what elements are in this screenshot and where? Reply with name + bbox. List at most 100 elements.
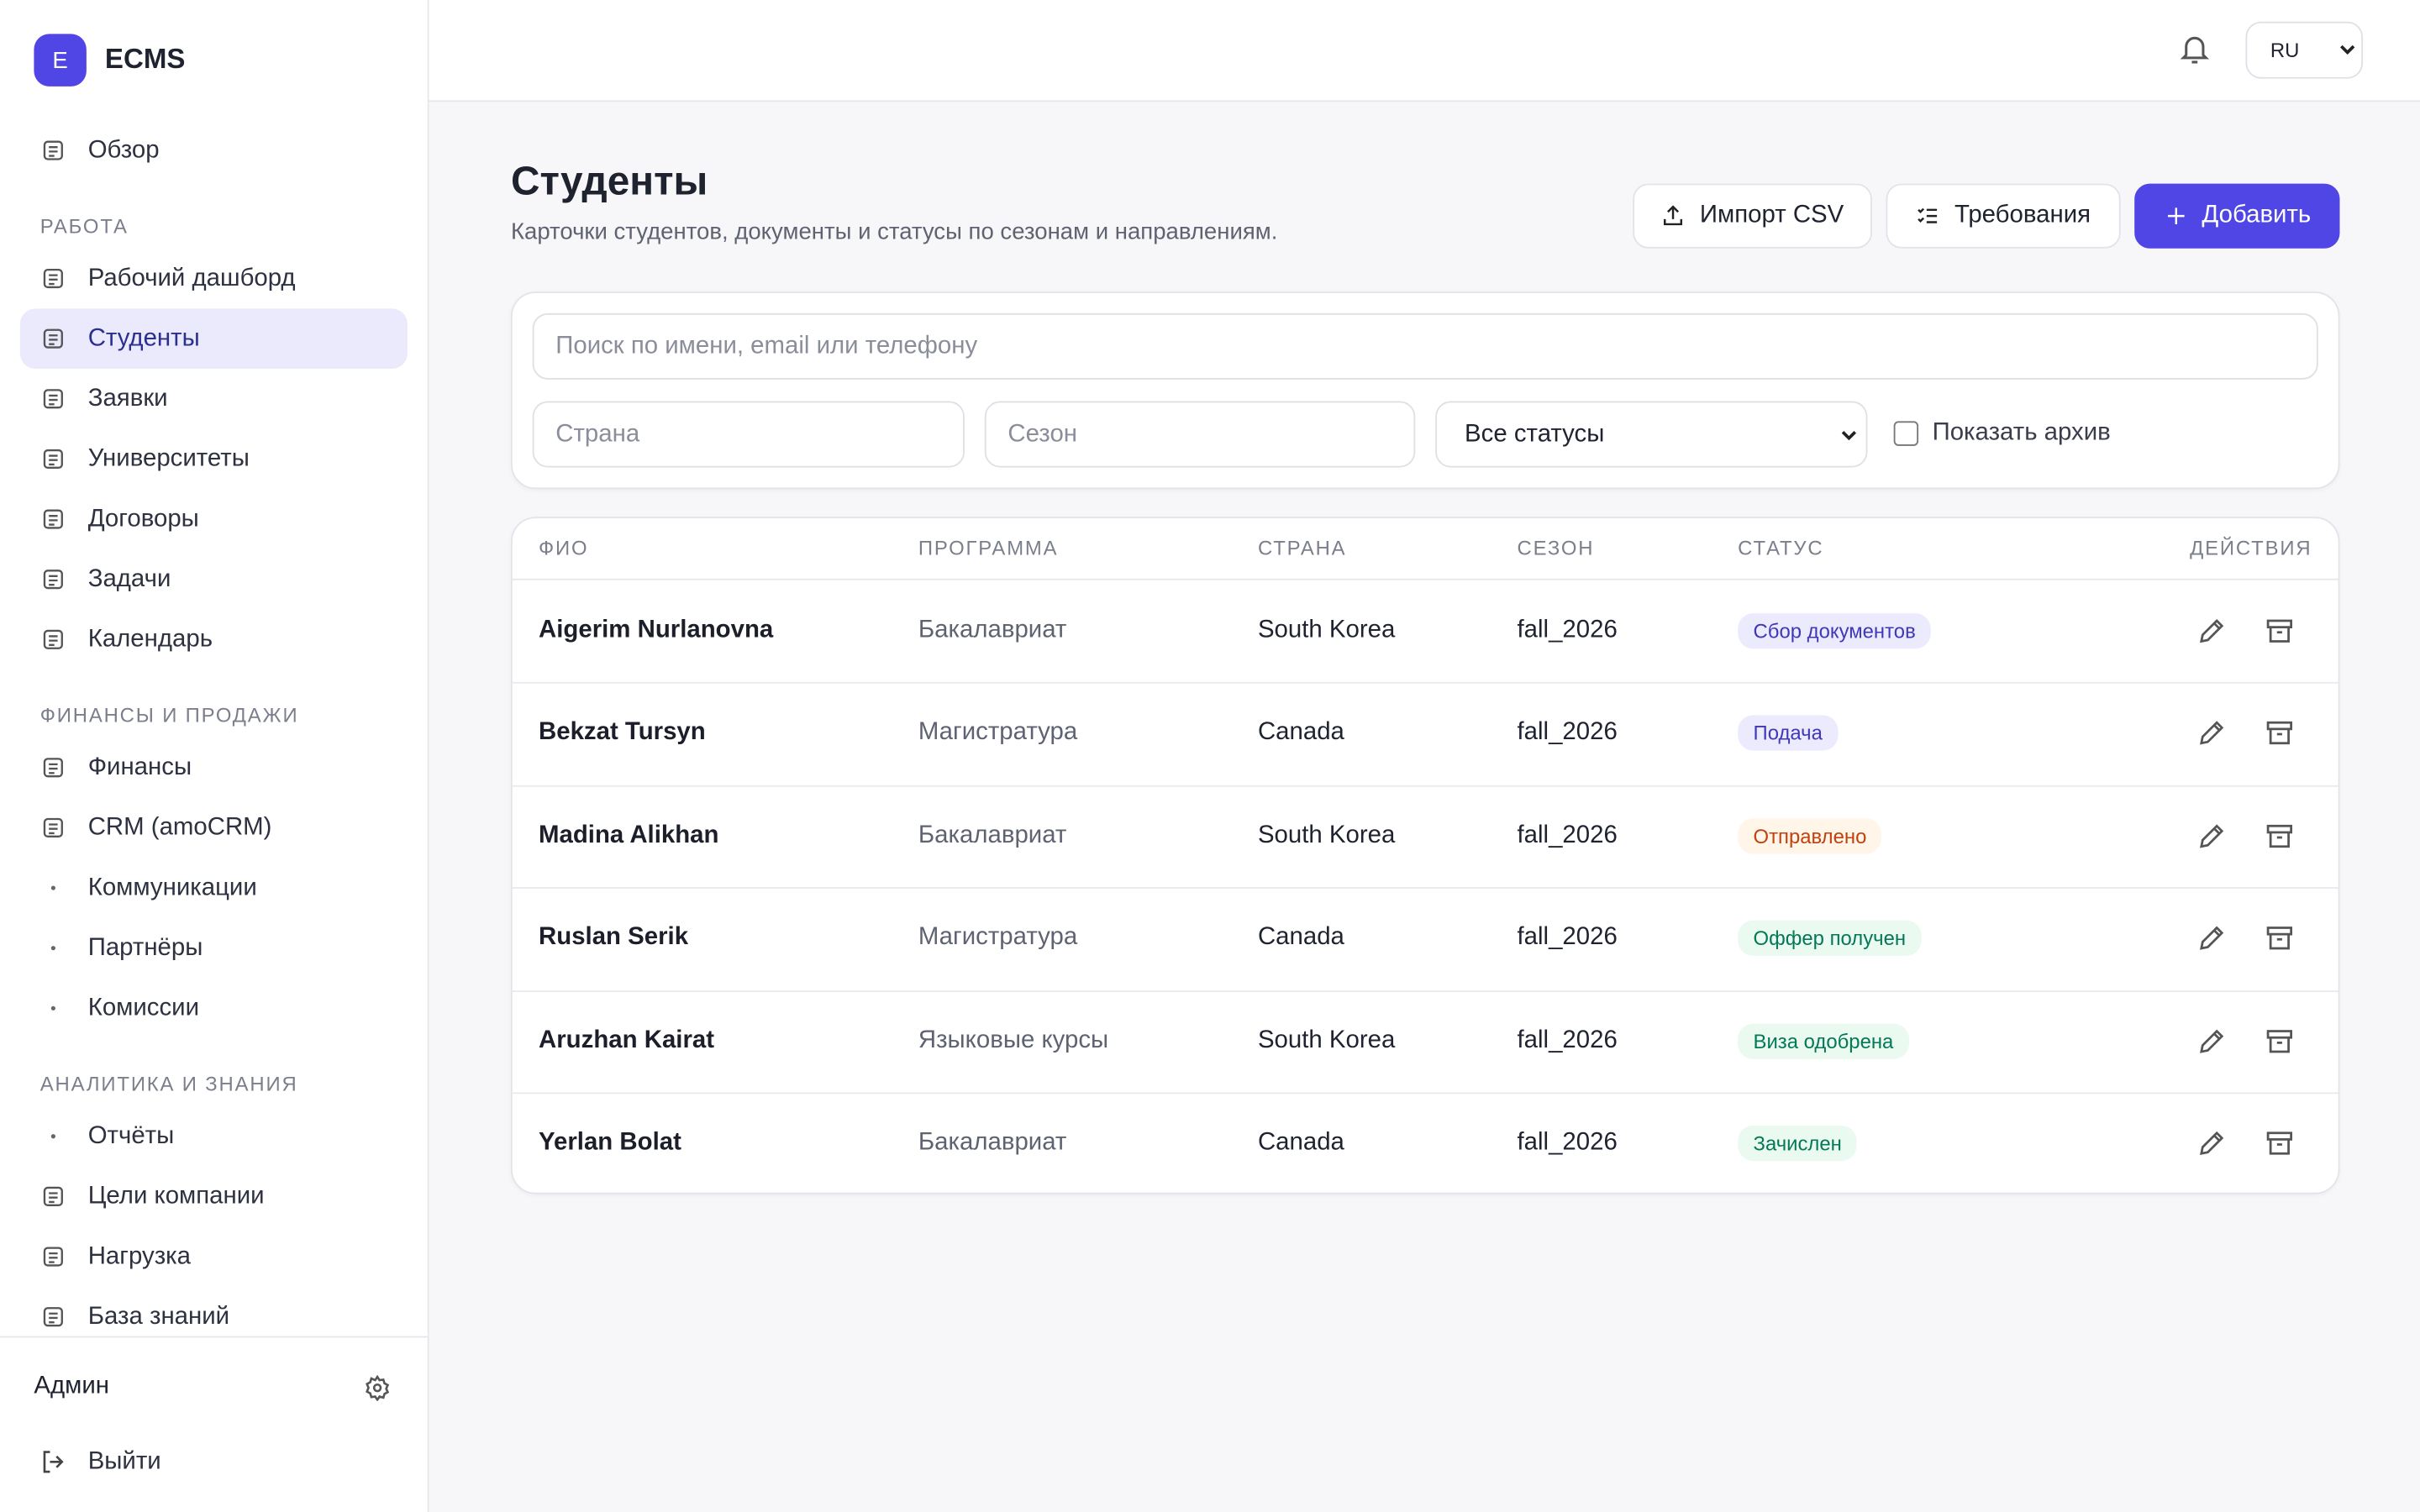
archive-button[interactable] — [2264, 821, 2295, 852]
row-divider — [512, 990, 2338, 992]
nav-item[interactable]: Цели компании — [20, 1167, 408, 1227]
status-badge: Зачислен — [1738, 1125, 1858, 1162]
status-select[interactable]: Все статусы — [1435, 401, 1868, 468]
program: Бакалавриат — [918, 617, 1067, 643]
logout-label: Выйти — [87, 1447, 161, 1475]
nav-item-label: Договоры — [87, 505, 199, 532]
student-name: Bekzat Tursyn — [539, 719, 706, 746]
status-badge: Оффер получен — [1738, 920, 1922, 957]
nav-item-label: База знаний — [87, 1303, 230, 1330]
status-badge: Виза одобрена — [1738, 1022, 1909, 1059]
country: South Korea — [1257, 617, 1396, 643]
nav-item[interactable]: Календарь — [20, 610, 408, 670]
nav-item[interactable]: Рабочий дашборд — [20, 249, 408, 309]
nav-item[interactable]: Заявки — [20, 369, 408, 429]
student-name: Aigerim Nurlanovna — [539, 617, 774, 643]
column-header: ФИО — [539, 536, 589, 559]
nav-item-label: Финансы — [87, 753, 192, 780]
settings-icon[interactable] — [364, 1374, 390, 1401]
nav-item[interactable]: Обзор — [20, 120, 408, 181]
edit-button[interactable] — [2196, 616, 2228, 647]
nav-item-label: Задачи — [87, 565, 171, 592]
season: fall_2026 — [1517, 1026, 1618, 1053]
nav-section-label: РАБОТА — [39, 214, 129, 238]
edit-button[interactable] — [2196, 923, 2228, 954]
column-header: СТРАНА — [1257, 536, 1347, 559]
students-table: ФИО ПРОГРАММА СТРАНА СЕЗОН СТАТУС ДЕЙСТВИЯ Aig… — [510, 517, 2340, 1194]
student-name: Madina Alikhan — [539, 822, 719, 848]
season: fall_2026 — [1517, 719, 1618, 746]
button-label: Импорт CSV — [1699, 202, 1844, 228]
nav-section-label: ФИНАНСЫ И ПРОДАЖИ — [39, 703, 299, 727]
archive-button[interactable] — [2264, 718, 2295, 749]
language-select[interactable]: RU — [2245, 21, 2364, 79]
status-badge: Отправлено — [1738, 818, 1882, 854]
student-name: Aruzhan Kairat — [539, 1026, 715, 1053]
nav-item-label: Цели компании — [87, 1182, 265, 1210]
archive-button[interactable] — [2264, 616, 2295, 647]
nav-item-label: Рабочий дашборд — [87, 265, 296, 291]
column-header: ДЕЙСТВИЯ — [2190, 536, 2312, 559]
country: Canada — [1257, 1129, 1344, 1156]
nav-item[interactable]: Нагрузка — [20, 1226, 408, 1287]
season: fall_2026 — [1517, 617, 1618, 643]
nav-item-label: Университеты — [87, 444, 250, 472]
language: RU — [2270, 38, 2300, 62]
requirements-button[interactable]: Требования — [1886, 183, 2121, 249]
season: fall_2026 — [1517, 822, 1618, 848]
nav-item[interactable]: CRM (amoCRM) — [20, 798, 408, 858]
user-name: Админ — [34, 1373, 110, 1399]
nav-item[interactable]: Комиссии — [20, 978, 408, 1038]
topbar: RU — [429, 0, 2420, 102]
edit-button[interactable] — [2196, 1026, 2228, 1057]
logout[interactable]: Выйти — [20, 1431, 409, 1492]
row-divider — [512, 887, 2338, 890]
add-button[interactable]: Добавить — [2134, 183, 2340, 249]
button-label: Требования — [1954, 202, 2091, 228]
row-divider — [512, 682, 2338, 685]
nav-item[interactable]: Коммуникации — [20, 858, 408, 918]
header-divider — [512, 578, 2338, 580]
column-header: СТАТУС — [1738, 536, 1824, 559]
student-name: Yerlan Bolat — [539, 1129, 681, 1156]
nav-item[interactable]: Договоры — [20, 489, 408, 549]
status-value: Все статусы — [1465, 420, 1605, 447]
nav-item[interactable]: Отчёты — [20, 1106, 408, 1167]
country-input[interactable]: Страна — [532, 401, 965, 468]
nav-item-label: Заявки — [87, 385, 168, 412]
column-header: ПРОГРАММА — [918, 536, 1059, 559]
edit-button[interactable] — [2196, 1128, 2228, 1159]
archive-button[interactable] — [2264, 923, 2295, 954]
season-input[interactable]: Сезон — [984, 401, 1416, 468]
student-name: Ruslan Serik — [539, 924, 689, 951]
nav-item-label: Календарь — [87, 625, 213, 653]
edit-button[interactable] — [2196, 821, 2228, 852]
nav-item[interactable]: Задачи — [20, 549, 408, 610]
nav-item[interactable]: Партнёры — [20, 918, 408, 979]
program: Бакалавриат — [918, 1129, 1067, 1156]
nav-section-label: АНАЛИТИКА И ЗНАНИЯ — [39, 1072, 298, 1096]
nav-item-label: Нагрузка — [87, 1242, 192, 1269]
filters: Поиск по имени, email или телефону Стран… — [510, 291, 2340, 490]
archive-button[interactable] — [2264, 1026, 2295, 1057]
program: Бакалавриат — [918, 822, 1067, 848]
nav-item[interactable]: Университеты — [20, 429, 408, 490]
page-subtitle: Карточки студентов, документы и статусы … — [510, 218, 1278, 246]
archive-label: Показать архив — [1932, 419, 2111, 446]
archive-button[interactable] — [2264, 1128, 2295, 1159]
archive-checkbox[interactable] — [1893, 421, 1919, 446]
country: South Korea — [1257, 822, 1396, 848]
notifications[interactable] — [2178, 33, 2212, 66]
import-button[interactable]: Импорт CSV — [1633, 183, 1872, 249]
status-badge: Сбор документов — [1738, 613, 1932, 649]
nav-item[interactable]: База знаний — [20, 1287, 408, 1336]
nav-item[interactable]: Студенты — [19, 308, 408, 369]
program: Магистратура — [918, 719, 1078, 746]
button-label: Добавить — [2202, 202, 2312, 228]
nav-item[interactable]: Финансы — [20, 738, 408, 798]
nav-item-label: Комиссии — [87, 994, 199, 1021]
search-input[interactable]: Поиск по имени, email или телефону — [532, 312, 2318, 380]
row-divider — [512, 1092, 2338, 1095]
edit-button[interactable] — [2196, 718, 2228, 749]
